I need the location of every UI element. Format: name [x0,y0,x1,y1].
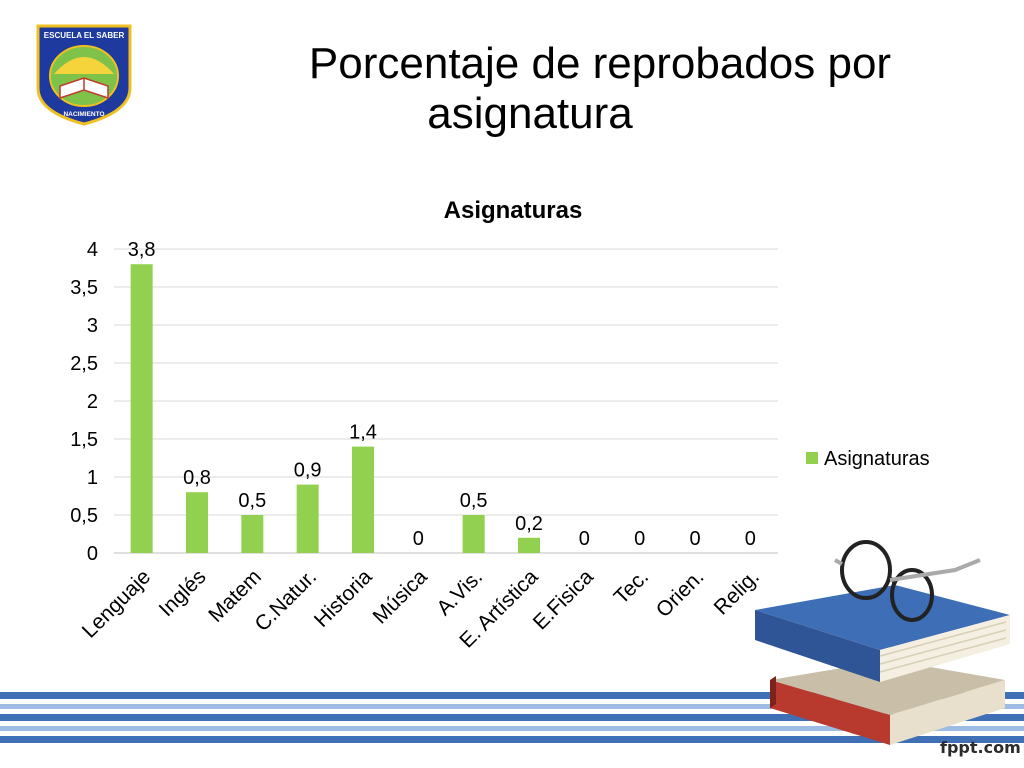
bar [241,515,264,553]
bar [518,537,540,553]
bar-chart: Asignaturas 00,511,522,533,54 3,80,80,50… [70,197,930,653]
bar [352,446,374,553]
data-label: 0,9 [294,460,322,482]
x-tick-label: Tec. [610,565,653,608]
slide-title-line-2: asignatura [427,89,633,138]
data-label: 3,8 [128,239,156,261]
bar [186,492,208,553]
y-tick-label: 1 [87,467,98,489]
x-tick-label: C.Natur. [250,565,321,636]
legend: Asignaturas [806,448,930,470]
bars [130,264,540,553]
logo-top-text: ESCUELA EL SABER [44,31,125,40]
school-logo: ESCUELA EL SABER NACIMIENTO [36,24,132,126]
data-label: 0 [745,528,756,550]
slide-title: Porcentaje de reprobados por asignatura [150,40,990,138]
gridlines [114,248,778,554]
data-label: 0 [413,528,424,550]
y-tick-label: 2,5 [70,353,98,375]
data-label: 0,2 [515,513,543,535]
legend-label: Asignaturas [824,448,930,470]
x-tick-label: Orien. [652,565,709,622]
data-label: 0,8 [183,467,211,489]
y-tick-label: 0,5 [70,505,98,527]
bar [296,484,319,553]
logo-bottom-text: NACIMIENTO [63,111,104,118]
x-tick-label: Lenguaje [78,565,155,642]
y-axis-ticks: 0 0,5 1 1,5 2 2,5 3 3,5 4 [70,239,98,565]
data-label: 0,5 [238,490,266,512]
y-tick-label: 3 [87,315,98,337]
data-label: 0 [579,528,590,550]
x-tick-label: E.Fisica [529,565,598,634]
data-label: 0 [634,528,645,550]
y-tick-label: 0 [87,543,98,565]
y-tick-label: 1,5 [70,429,98,451]
bar [130,264,153,553]
data-label: 1,4 [349,422,377,444]
x-tick-label: Historia [310,565,377,632]
y-tick-label: 3,5 [70,277,98,299]
slide-title-line-1: Porcentaje de reprobados por [308,39,892,88]
x-tick-label: Música [369,565,433,629]
data-label: 0,5 [460,490,488,512]
chart-title: Asignaturas [444,197,583,224]
y-tick-label: 4 [87,239,98,261]
footer-stripes [0,692,1024,743]
legend-swatch [806,452,818,464]
bar [462,515,485,553]
x-axis-ticks: Lenguaje InglésMatemC.Natur.HistoriaMúsic… [78,565,764,652]
data-label: 0 [689,528,700,550]
watermark: fppt.com [940,738,1021,757]
books-with-glasses-illustration [755,540,1010,745]
data-labels: 3,8 0,8 0,5 0,9 1,4 0 0,5 0,2 0 0 0 0 [128,239,756,550]
y-tick-label: 2 [87,391,98,413]
x-tick-label: Inglés [155,565,211,621]
